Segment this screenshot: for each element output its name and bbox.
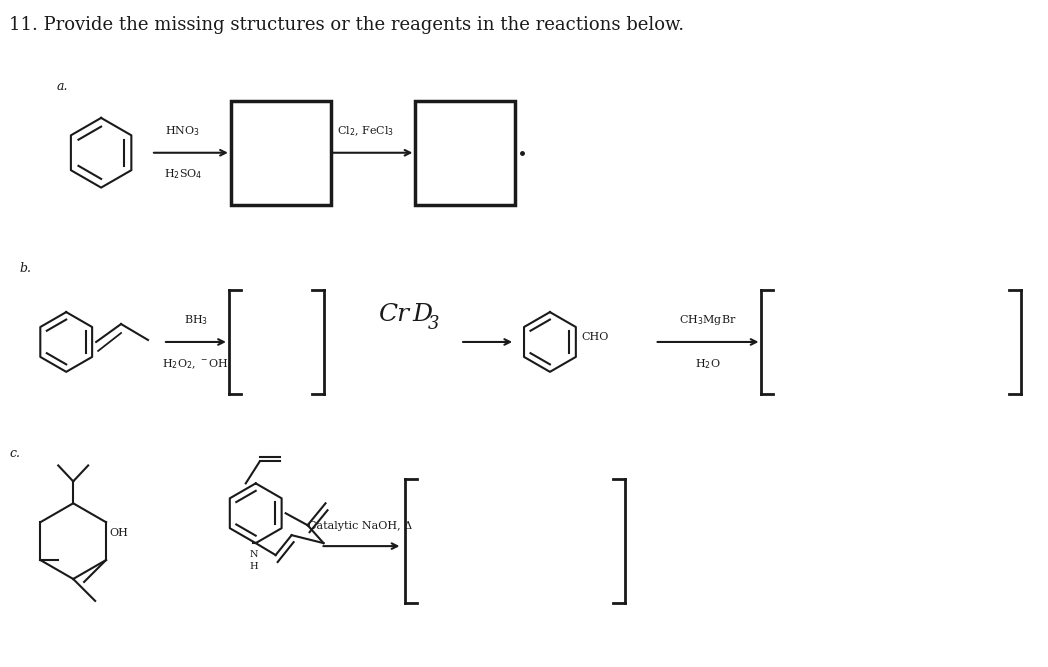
Text: c.: c. bbox=[9, 446, 20, 460]
Text: H$_2$O: H$_2$O bbox=[695, 357, 720, 371]
Text: N: N bbox=[249, 550, 258, 559]
Text: 11. Provide the missing structures or the reagents in the reactions below.: 11. Provide the missing structures or th… bbox=[9, 16, 684, 34]
Text: a.: a. bbox=[57, 80, 68, 93]
Text: Catalytic NaOH, Δ: Catalytic NaOH, Δ bbox=[308, 521, 413, 531]
Bar bbox=[231, 101, 330, 205]
Text: CH$_3$MgBr: CH$_3$MgBr bbox=[679, 313, 737, 327]
Text: BH$_3$: BH$_3$ bbox=[183, 313, 208, 327]
Text: D: D bbox=[412, 303, 432, 325]
Text: b.: b. bbox=[19, 262, 31, 275]
Text: H$_2$SO$_4$: H$_2$SO$_4$ bbox=[163, 167, 202, 181]
Text: CHO: CHO bbox=[582, 332, 609, 342]
Text: HNO$_3$: HNO$_3$ bbox=[166, 124, 200, 138]
Bar bbox=[415, 101, 515, 205]
Text: OH: OH bbox=[109, 528, 128, 538]
Text: H: H bbox=[249, 562, 258, 571]
Text: 3: 3 bbox=[429, 315, 440, 333]
Text: Cr: Cr bbox=[378, 303, 410, 325]
Text: H$_2$O$_2$, $^-$OH: H$_2$O$_2$, $^-$OH bbox=[162, 357, 230, 370]
Text: Cl$_2$, FeCl$_3$: Cl$_2$, FeCl$_3$ bbox=[336, 124, 394, 138]
